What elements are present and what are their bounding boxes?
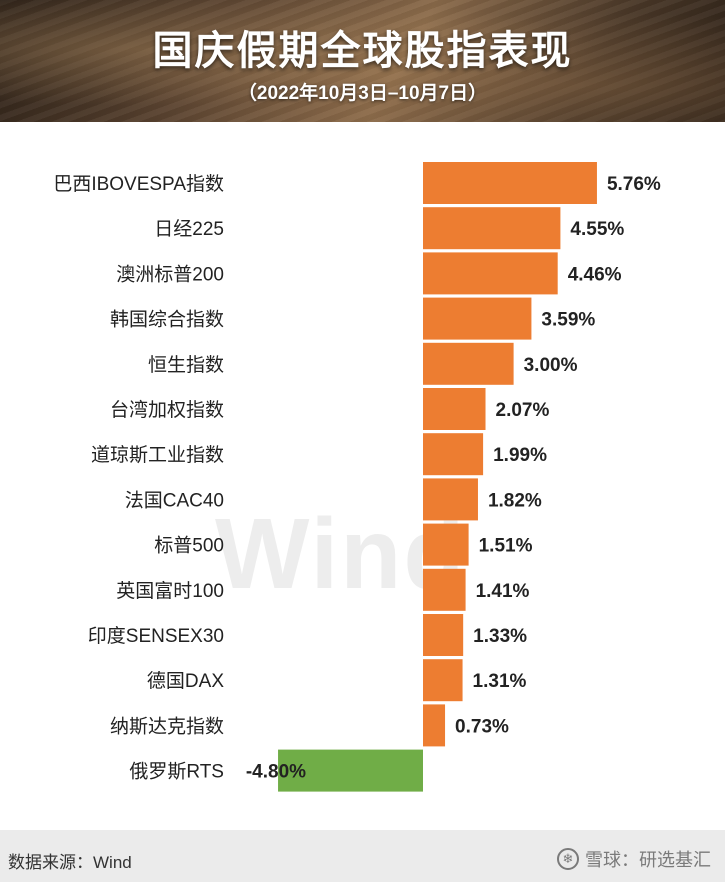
value-label-6: 1.99% [493,445,547,466]
category-label-4: 恒生指数 [148,354,224,376]
brand-label: 雪球：研选基汇 [585,850,711,870]
value-label-9: 1.41% [476,581,530,602]
bar-4 [423,342,514,385]
bar-5 [423,388,486,430]
bar-7 [423,478,478,521]
value-label-1: 4.55% [570,219,624,240]
bar-11 [423,659,463,702]
page-subtitle: （2022年10月3日–10月7日） [237,83,488,104]
category-label-5: 台湾加权指数 [110,399,224,421]
bar-9 [423,568,466,611]
source-note: 数据来源：Wind [8,853,132,872]
bar-12 [423,704,446,747]
watermark: Wind [215,498,467,610]
value-label-2: 4.46% [568,264,622,285]
category-label-10: 印度SENSEX30 [88,625,224,647]
header-background-image [0,0,725,122]
value-label-13: -4.80% [246,762,306,783]
snowball-logo-icon: ❄ [557,848,579,870]
category-label-3: 韩国综合指数 [110,309,224,331]
bar-1 [423,207,561,250]
value-label-5: 2.07% [496,400,550,421]
bar-8 [423,523,469,566]
category-label-12: 纳斯达克指数 [110,715,224,737]
category-label-7: 法国CAC40 [125,489,224,511]
category-label-11: 德国DAX [147,670,224,692]
page-title: 国庆假期全球股指表现 [152,29,573,73]
category-label-8: 标普500 [154,535,224,557]
category-label-9: 英国富时100 [116,580,224,602]
value-label-4: 3.00% [524,355,578,376]
footer: 数据来源：Wind ❄ 雪球：研选基汇 [0,830,725,882]
category-label-1: 日经225 [154,218,224,240]
category-label-0: 巴西IBOVESPA指数 [53,173,224,195]
bar-13 [278,749,423,792]
bar-6 [423,433,484,476]
header-banner: 国庆假期全球股指表现 （2022年10月3日–10月7日） [0,0,725,122]
bar-3 [423,297,532,340]
brand-mark: ❄ 雪球：研选基汇 [557,846,711,872]
value-label-10: 1.33% [473,626,527,647]
value-label-8: 1.51% [479,536,533,557]
value-label-3: 3.59% [541,310,595,331]
category-label-6: 道琼斯工业指数 [91,444,224,466]
category-label-2: 澳洲标普200 [116,263,224,285]
bar-0 [423,162,597,204]
bar-10 [423,614,464,656]
chart-panel: Wind 巴西IBOVESPA指数 5.76% 日经225 4.55% 澳洲标普200 4… [0,122,725,830]
bar-chart: 巴西IBOVESPA指数 5.76% 日经225 4.55% 澳洲标普200 4.46% 韩… [53,162,661,792]
value-label-0: 5.76% [607,174,661,195]
category-label-13: 俄罗斯RTS [129,761,224,783]
value-label-11: 1.31% [473,671,527,692]
bar-2 [423,252,558,295]
value-label-7: 1.82% [488,490,542,511]
value-label-12: 0.73% [455,716,509,737]
